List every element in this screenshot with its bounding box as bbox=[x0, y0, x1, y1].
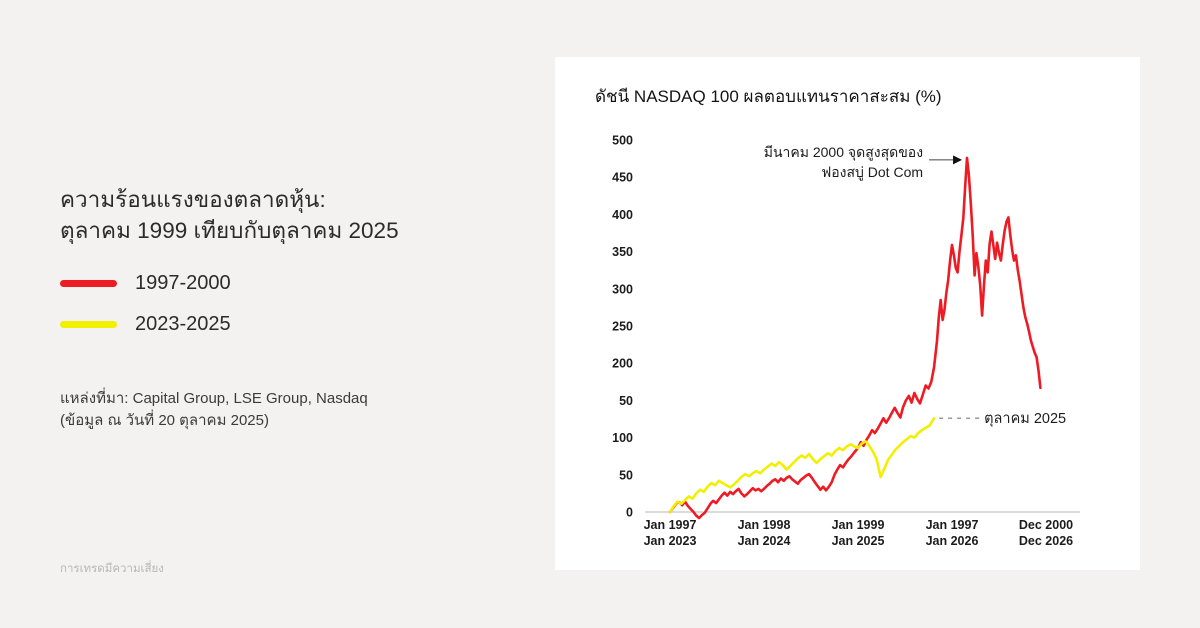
x-tick-label-top: Jan 1998 bbox=[738, 518, 791, 532]
left-panel: ความร้อนแรงของตลาดหุ้น: ตุลาคม 1999 เทีย… bbox=[60, 0, 500, 628]
source-note: แหล่งที่มา: Capital Group, LSE Group, Na… bbox=[60, 388, 368, 432]
x-tick-label-bottom: Jan 2023 bbox=[644, 534, 697, 548]
page-title: ความร้อนแรงของตลาดหุ้น: ตุลาคม 1999 เทีย… bbox=[60, 184, 399, 246]
y-tick-label: 450 bbox=[612, 171, 633, 185]
annotation-peak-text: มีนาคม 2000 จุดสูงสุดของ bbox=[764, 144, 923, 161]
series-line-1997-2000 bbox=[668, 156, 1042, 520]
y-tick-label: 400 bbox=[612, 208, 633, 222]
chart-svg: 0 50 100 50 200 250 300 350 400 450 500 Jan 1997 Jan… bbox=[612, 134, 1080, 548]
y-tick-label: 350 bbox=[612, 245, 633, 259]
page-title-line2: ตุลาคม 1999 เทียบกับตุลาคม 2025 bbox=[60, 218, 399, 243]
chart-card: 0 50 100 50 200 250 300 350 400 450 500 Jan 1997 Jan… bbox=[555, 57, 1140, 570]
legend-swatch-yellow bbox=[60, 320, 117, 328]
x-tick-label-bottom: Jan 2024 bbox=[738, 534, 791, 548]
y-tick-label: 500 bbox=[612, 134, 633, 148]
legend: 1997-2000 2023-2025 bbox=[60, 270, 231, 352]
x-tick-label-bottom: Jan 2025 bbox=[832, 534, 885, 548]
legend-label: 2023-2025 bbox=[135, 312, 231, 335]
annotation-callout-text: ตุลาคม 2025 bbox=[984, 411, 1066, 427]
x-tick-label-top: Jan 1997 bbox=[644, 518, 697, 532]
x-tick-label-bottom: Jan 2026 bbox=[926, 534, 979, 548]
source-line2: (ข้อมูล ณ วันที่ 20 ตุลาคม 2025) bbox=[60, 412, 269, 429]
y-tick-label: 200 bbox=[612, 357, 633, 371]
chart-title: ดัชนี NASDAQ 100 ผลตอบแทนราคาสะสม (%) bbox=[595, 87, 942, 106]
source-line1: แหล่งที่มา: Capital Group, LSE Group, Na… bbox=[60, 390, 368, 407]
y-tick-label: 300 bbox=[612, 282, 633, 296]
y-tick-label: 50 bbox=[619, 394, 633, 408]
y-tick-label: 50 bbox=[619, 468, 633, 482]
risk-disclaimer: การเทรดมีความเสี่ยง bbox=[60, 563, 164, 575]
annotation-arrow-head bbox=[953, 155, 963, 165]
y-tick-label: 100 bbox=[612, 431, 633, 445]
annotation-peak-text: ฟองสบู่ Dot Com bbox=[821, 164, 923, 181]
y-tick-label: 250 bbox=[612, 320, 633, 334]
page-title-line1: ความร้อนแรงของตลาดหุ้น: bbox=[60, 187, 326, 212]
legend-item-1997-2000: 1997-2000 bbox=[60, 270, 231, 296]
x-tick-label-top: Dec 2000 bbox=[1019, 518, 1073, 532]
x-tick-label-top: Jan 1999 bbox=[832, 518, 885, 532]
x-tick-label-top: Jan 1997 bbox=[926, 518, 979, 532]
legend-label: 1997-2000 bbox=[135, 271, 231, 294]
legend-item-2023-2025: 2023-2025 bbox=[60, 311, 231, 337]
series-line-2023-2025 bbox=[668, 416, 936, 514]
x-tick-label-bottom: Dec 2026 bbox=[1019, 534, 1073, 548]
y-tick-label: 0 bbox=[626, 506, 633, 520]
legend-swatch-red bbox=[60, 279, 117, 287]
